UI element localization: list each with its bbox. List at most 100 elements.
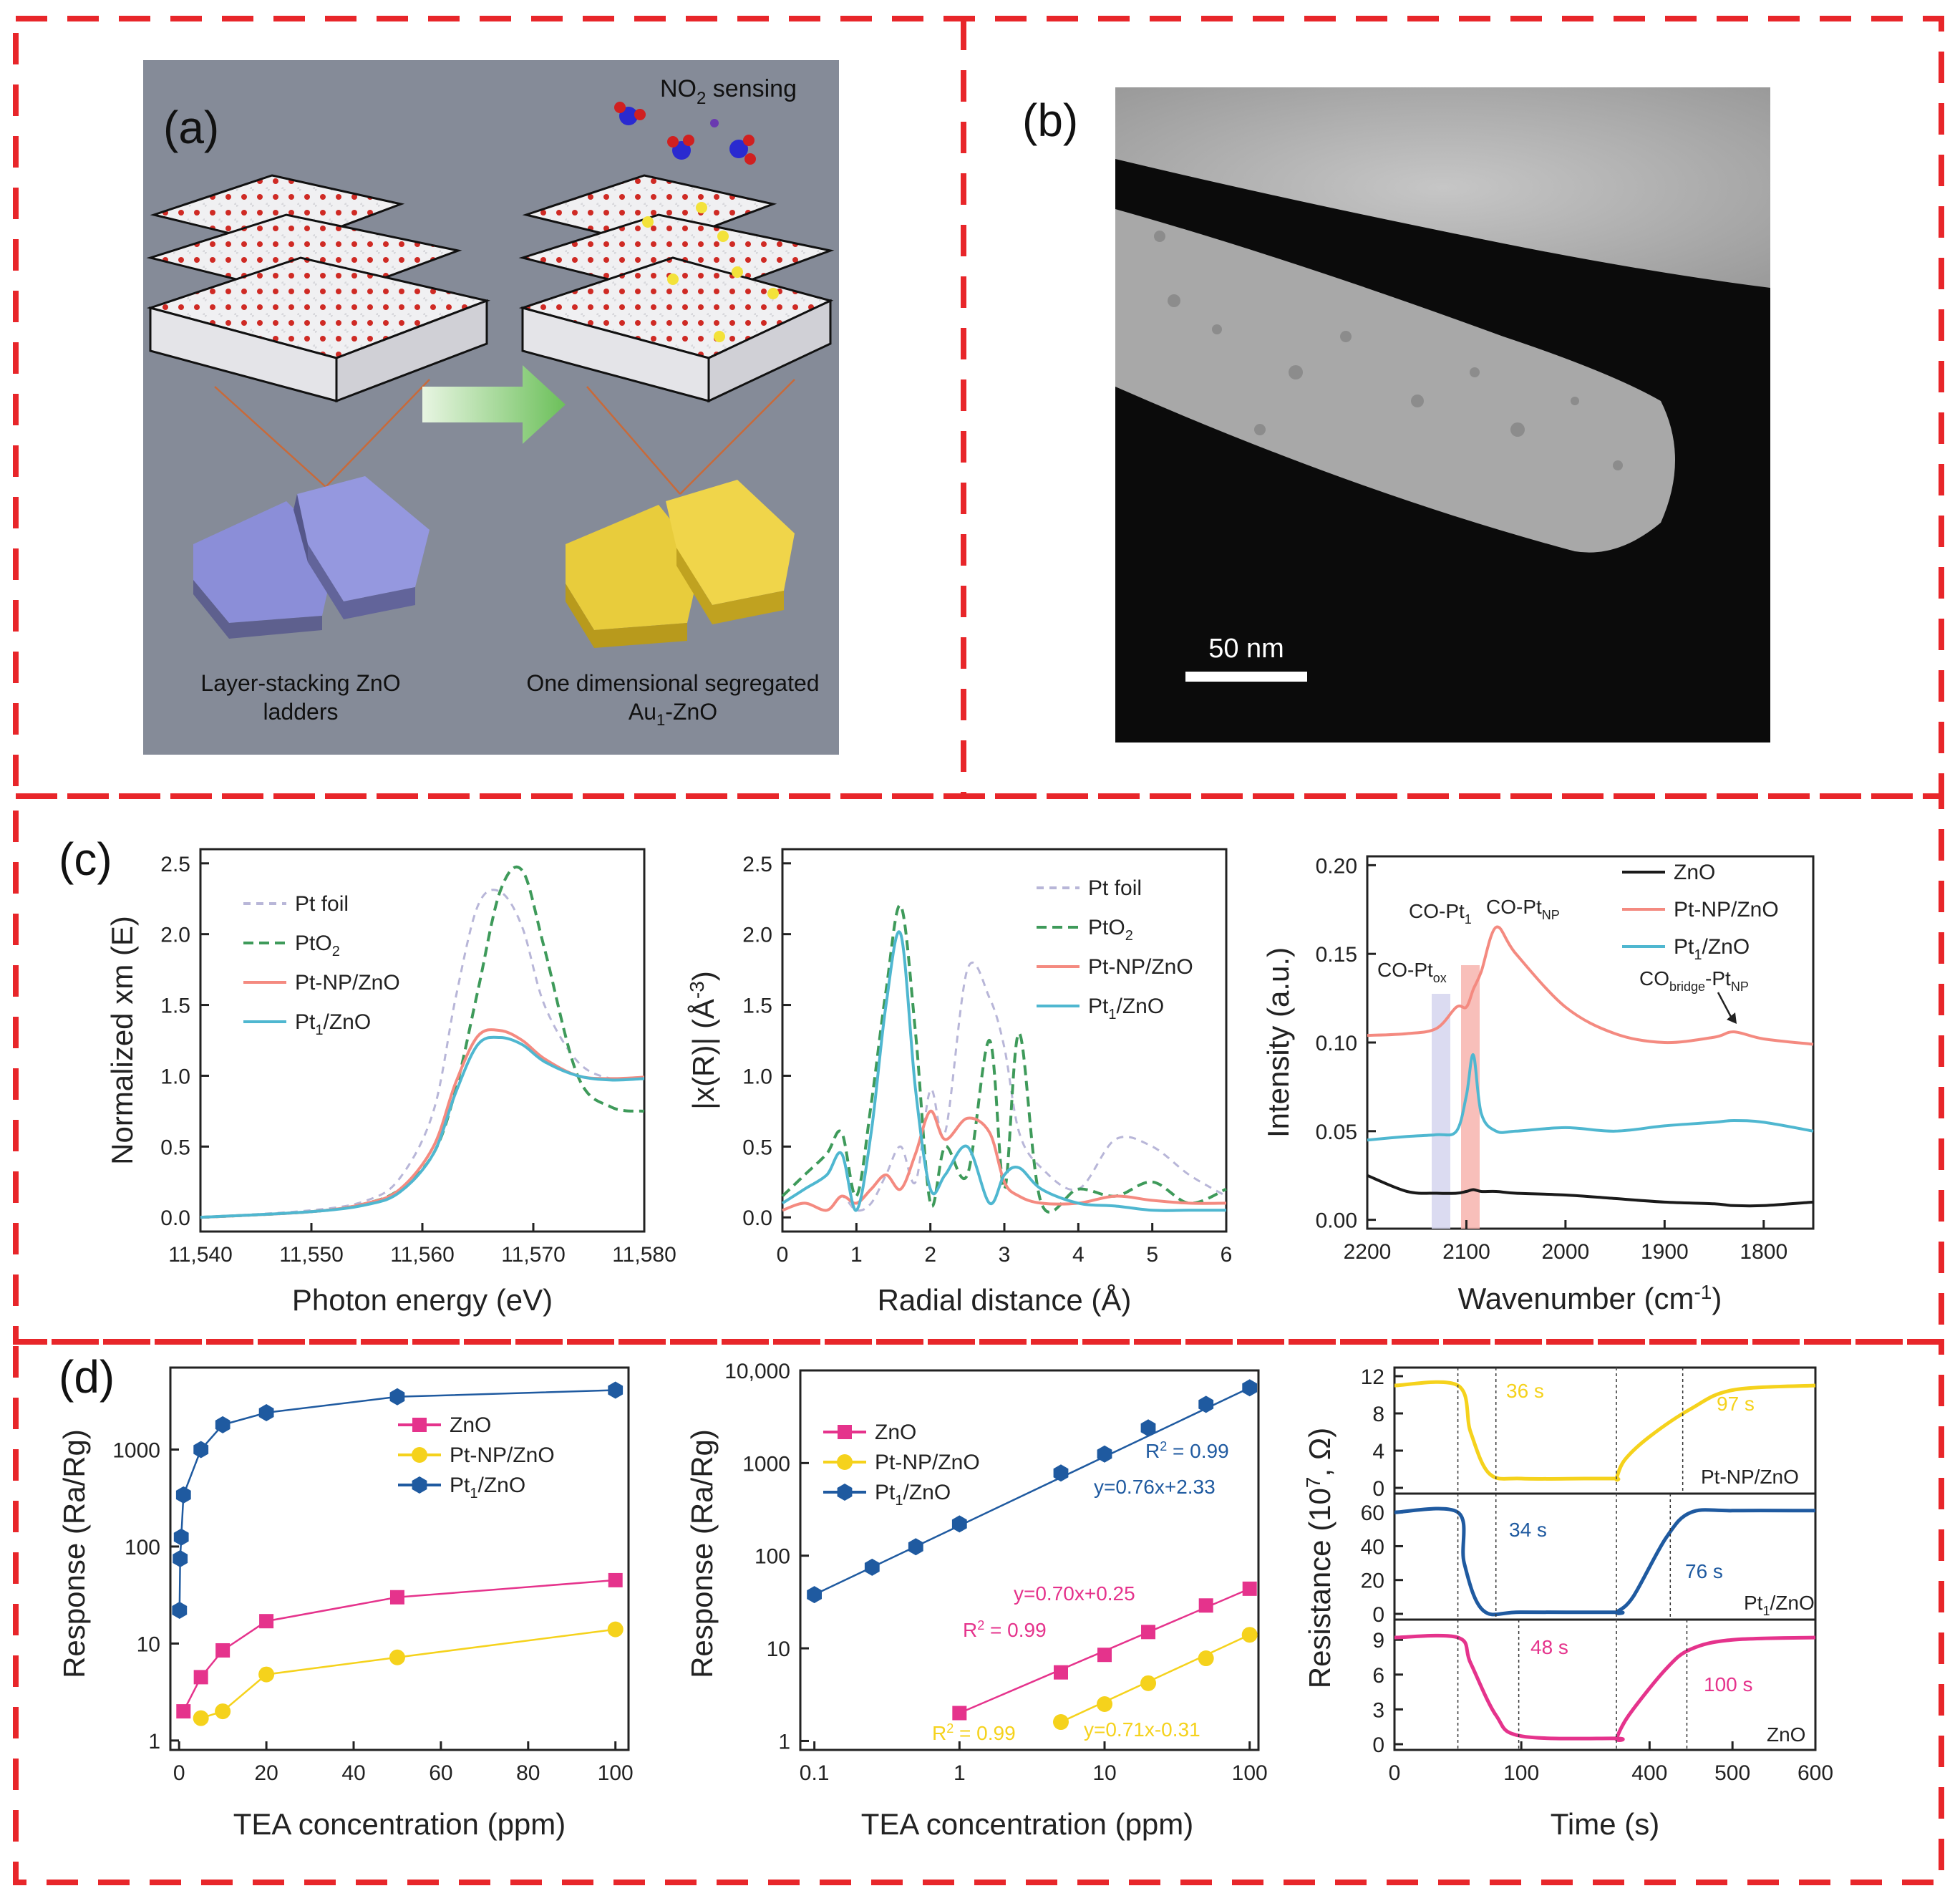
conc-point-2-1	[173, 1549, 188, 1567]
conc-point-2-0	[172, 1602, 188, 1619]
conc-point-0-4	[389, 1590, 404, 1605]
loglog-legend-1-label: Pt-NP/ZnO	[875, 1451, 980, 1474]
y-tick-label: 20	[1361, 1569, 1384, 1593]
x-tick-label: 600	[1798, 1761, 1833, 1785]
x-tick-label: 2100	[1442, 1240, 1490, 1264]
conc-point-2-8	[608, 1381, 624, 1399]
loglog-axes-box	[799, 1369, 1260, 1751]
y-tick-label: 10	[767, 1638, 790, 1661]
no2-molecules	[614, 102, 756, 165]
frame-row1	[13, 16, 1944, 799]
y-tick-label: 0.05	[1316, 1121, 1357, 1144]
zno-purple-crystals	[193, 476, 430, 639]
fit-ptnp-eq: y=0.71x-0.31	[1084, 1718, 1200, 1741]
y-tick-label: 0.00	[1316, 1209, 1357, 1233]
loglog-point-1-4	[1241, 1627, 1258, 1643]
series-line-pto2	[781, 904, 1227, 1214]
res-top-resp: 36 s	[1506, 1380, 1544, 1402]
series-line-pt1-zno	[1367, 1053, 1814, 1142]
res-axes-bot	[1393, 1618, 1817, 1751]
drifts-legend-2-label: Pt1/ZnO	[1674, 935, 1750, 963]
res-bot-rec: 100 s	[1704, 1673, 1753, 1696]
conc-point-2-7	[389, 1388, 405, 1406]
band-co-ptox	[1432, 994, 1450, 1229]
ann-co-ptnp: CO-PtNP	[1486, 896, 1560, 922]
conc-legend: ZnO Pt-NP/ZnO Pt1/ZnO	[398, 1413, 555, 1501]
loglog-point-2-2	[908, 1538, 923, 1556]
fit-zno-eq: y=0.70x+0.25	[1014, 1582, 1135, 1605]
panel-b: (b) 50 nm	[1022, 87, 1770, 742]
y-tick-label: 2.5	[160, 853, 190, 876]
conc-point-1-2	[258, 1666, 275, 1683]
conc-point-2-4	[193, 1441, 209, 1459]
res-mid-label: Pt1/ZnO	[1744, 1592, 1815, 1618]
exafs-ticks: 0 1 2 3 4 5 6 0.0 0.5 1.0 1.5 2.0 2.5	[742, 853, 1232, 1267]
conc-point-0-0	[176, 1704, 191, 1719]
left-caption-line2: ladders	[263, 699, 339, 725]
scale-bar	[1185, 672, 1307, 682]
xanes-plot: 11,540 11,550 11,560 11,570 11,580 0.0 0.5 1.0 1…	[105, 848, 676, 1317]
y-tick-label: 0.0	[742, 1206, 772, 1230]
xanes-legend: Pt foil PtO2 Pt-NP/ZnO Pt1/ZnO	[243, 892, 400, 1038]
series-line-pt-np-zno	[200, 1028, 645, 1219]
drifts-legend: ZnO Pt-NP/ZnO Pt1/ZnO	[1622, 861, 1779, 963]
right-lattice-model	[518, 174, 835, 403]
frame-row2	[13, 793, 1944, 1345]
y-tick-label: 0.15	[1316, 943, 1357, 967]
ann-co-ptox: CO-Ptox	[1377, 959, 1447, 985]
conc-line-2	[178, 1389, 616, 1611]
res-series-1	[1394, 1506, 1816, 1617]
loglog-point-1-2	[1140, 1675, 1157, 1691]
x-tick-label: 1	[954, 1761, 966, 1785]
exafs-legend-0-label: Pt foil	[1088, 876, 1142, 900]
y-tick-label: 40	[1361, 1535, 1384, 1559]
drifts-ylabel: Intensity (a.u.)	[1261, 947, 1295, 1138]
xanes-legend-2-label: Pt-NP/ZnO	[295, 971, 400, 995]
conc-point-2-6	[258, 1404, 274, 1421]
panel-a-label: (a)	[163, 102, 219, 153]
conc-legend-2-marker	[412, 1476, 427, 1494]
left-caption-line1: Layer-stacking ZnO	[200, 670, 400, 696]
x-tick-label: 4	[1072, 1243, 1085, 1267]
conc-legend-1-label: Pt-NP/ZnO	[450, 1443, 555, 1467]
loglog-point-2-5	[1097, 1445, 1112, 1463]
series-line-pt-np-zno	[782, 1109, 1227, 1212]
ann-co-bridge-arrowhead	[1727, 1012, 1737, 1024]
y-tick-label: 6	[1372, 1664, 1384, 1688]
conc-axes-box	[169, 1366, 630, 1751]
x-tick-label: 100	[598, 1761, 634, 1785]
drifts-legend-1-label: Pt-NP/ZnO	[1674, 898, 1779, 922]
conc-lines	[172, 1381, 624, 1726]
y-tick-label: 2.0	[160, 924, 190, 947]
loglog-point-2-1	[864, 1558, 880, 1576]
xanes-legend-0-label: Pt foil	[295, 892, 349, 916]
conc-point-2-5	[215, 1416, 231, 1433]
y-tick-label: 0.0	[160, 1206, 190, 1230]
sem-nanorod	[1115, 209, 1675, 553]
res-bot-resp: 48 s	[1530, 1636, 1568, 1658]
loglog-ylabel: Response (Ra/Rg)	[685, 1429, 719, 1678]
series-line-zno	[1367, 1174, 1814, 1208]
y-tick-label: 1.0	[160, 1065, 190, 1088]
loglog-lines	[807, 1379, 1258, 1731]
right-caption-line1: One dimensional segregated	[526, 670, 819, 696]
loglog-point-0-4	[1198, 1598, 1213, 1613]
exafs-legend-2-label: Pt-NP/ZnO	[1088, 955, 1193, 979]
x-tick-label: 11,540	[168, 1243, 233, 1267]
y-tick-label: 0.20	[1316, 854, 1357, 878]
x-tick-label: 1	[850, 1243, 863, 1267]
y-tick-label: 0.10	[1316, 1032, 1357, 1055]
x-tick-label: 10	[1092, 1761, 1116, 1785]
panel-d-label: (d)	[59, 1351, 115, 1403]
res-mid-rec: 76 s	[1685, 1560, 1723, 1582]
xanes-ticks: 11,540 11,550 11,560 11,570 11,580 0.0 0.5 1.0 1…	[160, 853, 676, 1267]
loglog-point-1-3	[1198, 1650, 1214, 1667]
ann-co-bridge-arrow	[1717, 992, 1732, 1017]
conc-point-1-3	[389, 1649, 405, 1665]
y-tick-label: 0	[1372, 1603, 1384, 1627]
loglog-point-0-2	[1097, 1648, 1112, 1663]
y-tick-label: 8	[1372, 1403, 1384, 1426]
y-tick-label: 10,000	[724, 1360, 790, 1383]
